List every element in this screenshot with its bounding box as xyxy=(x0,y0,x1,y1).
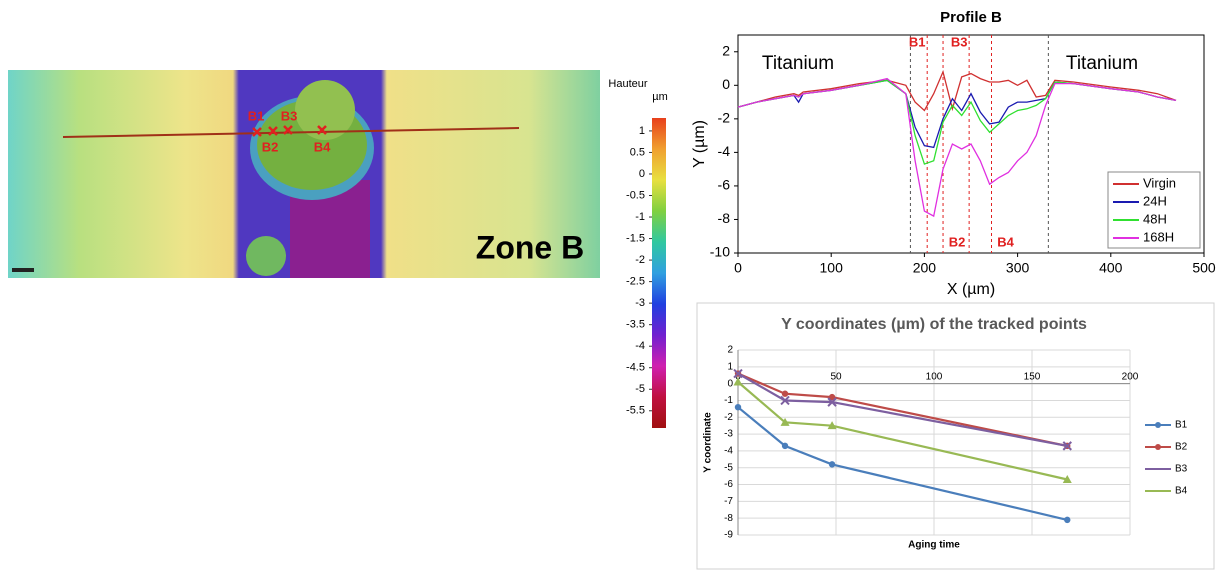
colorbar-tick-label: -0.5 xyxy=(626,189,645,201)
colorbar-tick-label: -1 xyxy=(635,211,645,223)
height-map: Zone B xyxy=(8,70,600,278)
y-tick-label: -3 xyxy=(724,429,733,440)
x-tick-label: 400 xyxy=(1099,260,1123,276)
point xyxy=(780,417,790,426)
point-label: B2 xyxy=(262,139,279,154)
colorbar-label: Hauteur xyxy=(608,78,647,90)
legend-label: 168H xyxy=(1143,229,1174,244)
series-line xyxy=(737,69,1177,112)
legend-marker xyxy=(1155,444,1161,450)
point xyxy=(828,461,836,468)
x-tick-label: 150 xyxy=(1024,371,1041,382)
series-line xyxy=(737,381,1068,481)
colorbar xyxy=(652,118,666,428)
point xyxy=(734,403,742,411)
colorbar-tick-label: -3.5 xyxy=(626,319,645,331)
marker-label: B2 xyxy=(949,234,966,249)
y-tick-label: 0 xyxy=(722,76,730,92)
x-tick-label: 500 xyxy=(1192,260,1216,276)
y-tick-label: -9 xyxy=(724,530,733,541)
marker-label: B3 xyxy=(951,34,968,49)
y-tick-label: -10 xyxy=(710,244,730,260)
colorbar-tick-label: -4 xyxy=(635,340,645,352)
point xyxy=(828,393,836,401)
colorbar-tick-label: -2.5 xyxy=(626,276,645,288)
point xyxy=(733,377,743,386)
annotation: Titanium xyxy=(1066,53,1138,74)
series-line xyxy=(737,372,1068,447)
x-tick-label: 100 xyxy=(926,371,943,382)
x-tick-label: 300 xyxy=(1006,260,1030,276)
y-tick-label: 2 xyxy=(722,42,730,58)
y-tick-label: -4 xyxy=(724,446,733,457)
colorbar-tick-label: 0 xyxy=(639,168,645,180)
x-tick-label: 200 xyxy=(1122,371,1139,382)
y-axis-label: Y (µm) xyxy=(691,120,708,168)
legend-label: 48H xyxy=(1143,211,1167,226)
y-axis-label: Y coordinate xyxy=(703,412,714,473)
legend-label: B1 xyxy=(1175,420,1188,431)
y-tick-label: 1 xyxy=(727,361,733,372)
series-line xyxy=(737,77,1177,218)
marker-label: B4 xyxy=(997,234,1014,249)
chart-frame xyxy=(696,302,1215,570)
point-label: B4 xyxy=(314,139,331,154)
point xyxy=(781,442,789,450)
annotation: Titanium xyxy=(762,53,834,74)
legend-label: 24H xyxy=(1143,193,1167,208)
legend-label: B4 xyxy=(1175,486,1188,497)
point xyxy=(733,368,743,379)
charts: 1 0.5 0 -0.5 -1 -1.5 -2 -2.5 -3 -3.5 -4 -4.5 -5 -5.5 H… xyxy=(248,9,1216,570)
legend-label: B2 xyxy=(1175,442,1188,453)
colorbar-tick-label: 1 xyxy=(639,125,645,137)
y-tick-label: 0 xyxy=(727,378,733,389)
point xyxy=(1062,441,1072,451)
point xyxy=(827,397,837,407)
y-tick-label: -8 xyxy=(724,513,733,524)
colorbar-tick-label: -3 xyxy=(635,297,645,309)
point xyxy=(1062,475,1072,483)
point xyxy=(781,390,789,397)
point xyxy=(1064,516,1071,524)
map-title: Zone B xyxy=(476,229,584,265)
colorbar-tick-label: -5 xyxy=(635,383,645,395)
point-label: B3 xyxy=(281,108,298,123)
x-tick-label: 100 xyxy=(820,260,844,276)
legend-label: B3 xyxy=(1175,464,1188,475)
colorbar-tick-label: -4.5 xyxy=(626,362,645,374)
y-tick-label: -4 xyxy=(718,143,731,159)
x-axis-label: Aging time xyxy=(908,540,960,551)
chart-title: Profile B xyxy=(940,9,1002,26)
x-tick-label: 200 xyxy=(913,260,937,276)
colorbar-tick-label: -2 xyxy=(635,254,645,266)
y-tick-label: -2 xyxy=(724,412,733,423)
plot-frame xyxy=(737,34,1205,254)
legend-label: Virgin xyxy=(1143,175,1176,190)
point xyxy=(780,395,790,406)
colorbar-tick-label: -1.5 xyxy=(626,232,645,244)
series-line xyxy=(737,79,1177,149)
colorbar-tick-label: -5.5 xyxy=(626,405,645,417)
point-label: B1 xyxy=(248,108,265,123)
y-tick-label: -2 xyxy=(718,110,731,126)
y-tick-label: -6 xyxy=(718,177,731,193)
x-tick-label: 0 xyxy=(734,260,742,276)
colorbar-unit: µm xyxy=(652,91,668,103)
x-tick-label: 50 xyxy=(830,371,842,382)
marker-label: B1 xyxy=(909,34,926,49)
series-line xyxy=(737,406,1068,521)
y-tick-label: -7 xyxy=(724,496,733,507)
legend-marker xyxy=(1155,422,1161,428)
x-axis-label: X (µm) xyxy=(947,281,995,298)
y-tick-label: -5 xyxy=(724,462,733,473)
point xyxy=(827,421,837,430)
y-tick-label: 2 xyxy=(727,345,733,356)
y-tick-label: -8 xyxy=(718,210,731,226)
y-tick-label: -1 xyxy=(724,395,733,406)
series-line xyxy=(737,372,1068,447)
colorbar-tick-label: 0.5 xyxy=(630,146,645,158)
chart-title: Y coordinates (µm) of the tracked points xyxy=(781,316,1087,333)
y-tick-label: -6 xyxy=(724,479,733,490)
